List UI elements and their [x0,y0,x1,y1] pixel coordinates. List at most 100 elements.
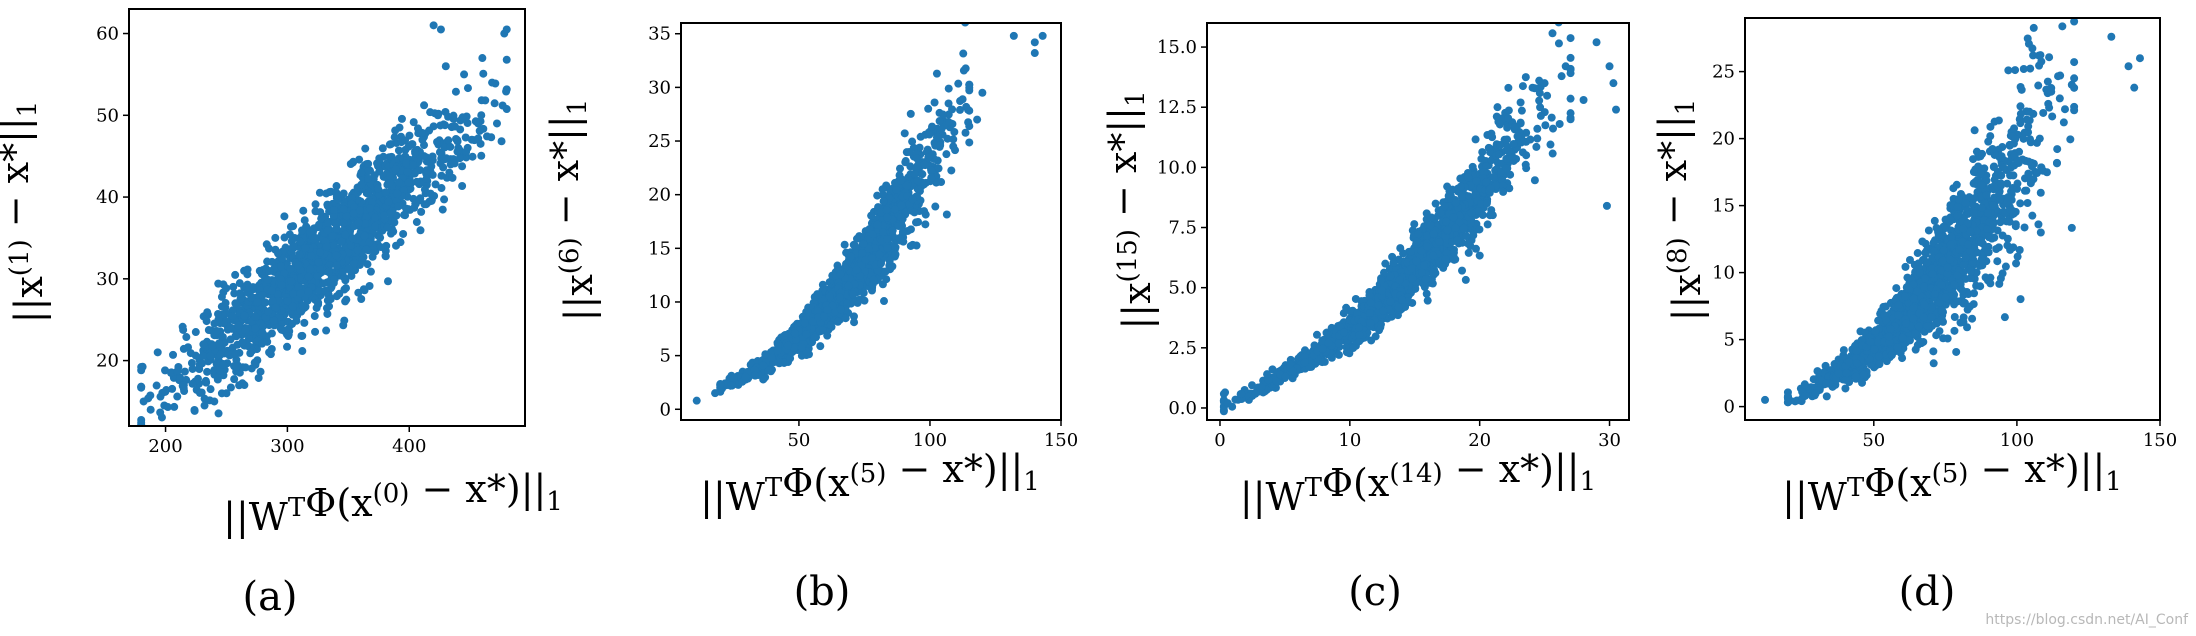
data-point [942,150,951,159]
data-point [479,69,488,78]
data-point [458,181,467,190]
data-point [1485,211,1494,220]
data-point [870,243,879,252]
data-point [298,226,307,235]
data-point [927,173,936,182]
data-point [1412,237,1421,246]
data-point [947,166,956,175]
x-tick-label: 0 [1214,430,1225,451]
data-point [383,223,392,232]
data-point [440,195,449,204]
data-point [1396,244,1405,253]
data-point [1602,201,1611,210]
data-point [246,349,255,358]
data-point [344,248,353,257]
data-point [978,88,987,97]
data-point [1421,275,1430,284]
x-tick-label: 300 [270,436,304,457]
data-point [477,96,486,105]
y-axis-label: ||x(15) − x*||1 [1101,90,1159,329]
data-point [924,104,933,113]
data-point [1289,367,1298,376]
data-point [218,332,227,341]
data-point [1566,115,1575,124]
data-point [808,317,817,326]
data-point [427,196,436,205]
data-point [323,309,332,318]
data-point [315,188,324,197]
data-point [741,372,750,381]
data-point [139,397,148,406]
data-point [339,205,348,214]
data-point [1499,187,1508,196]
data-point [161,366,170,375]
data-point [910,208,919,217]
data-point [179,325,188,334]
data-point [204,326,213,335]
data-point [1417,246,1426,255]
data-point [944,84,953,93]
data-point [1566,34,1575,43]
data-point [357,295,366,304]
data-point [378,144,387,153]
data-point [920,207,929,216]
data-point [1554,39,1563,48]
data-point [882,206,891,215]
data-point [301,244,310,253]
data-point [354,218,363,227]
data-point [1386,272,1395,281]
data-point [173,366,182,375]
data-point [146,391,155,400]
data-point [959,49,968,58]
data-point [1522,151,1531,160]
data-point [228,306,237,315]
data-point [844,281,853,290]
data-point [873,191,882,200]
data-point [1371,332,1380,341]
data-point [364,174,373,183]
data-point [1453,236,1462,245]
data-point [898,227,907,236]
data-point [902,181,911,190]
data-point [1458,192,1467,201]
data-point [849,290,858,299]
data-point [238,338,247,347]
data-point [276,275,285,284]
data-point [228,311,237,320]
data-point [910,170,919,179]
data-point [263,275,272,284]
data-point [403,168,412,177]
data-point [2053,145,2062,154]
data-point [859,288,868,297]
data-point [341,284,350,293]
data-point [897,176,906,185]
data-point [416,226,425,235]
panel-c: 0 10 20 300.02.55.07.510.012.515.0||WTΦ(x(1… [1101,22,1630,615]
data-point [790,343,799,352]
data-point [1334,350,1343,359]
data-point [1221,388,1230,397]
data-point [1612,105,1621,114]
data-point [1237,389,1246,398]
data-point [1442,217,1451,226]
data-point [137,363,146,372]
data-point [463,84,472,93]
data-point [394,178,403,187]
data-point [294,261,303,270]
data-point [825,292,834,301]
data-point [1435,237,1444,246]
y-axis-label: ||x(6) − x*||1 [543,99,601,321]
data-point [152,381,161,390]
data-point [330,205,339,214]
data-point [426,108,435,117]
data-point [254,373,263,382]
data-point [1408,274,1417,283]
data-point [1548,29,1557,38]
data-point [402,159,411,168]
data-point [818,326,827,335]
data-point [210,397,219,406]
data-point [1354,323,1363,332]
data-point [310,234,319,243]
data-point [961,128,970,137]
